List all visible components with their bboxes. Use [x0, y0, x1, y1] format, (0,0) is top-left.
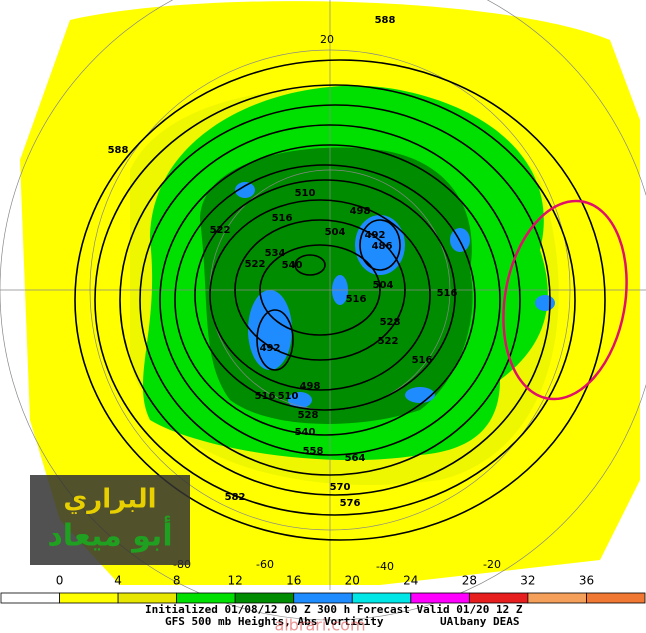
colorbar-tick-label: 32 [520, 574, 535, 588]
colorbar-tick-label: 28 [462, 574, 477, 588]
contour-label: 522 [245, 259, 266, 270]
colorbar-tick-label: 12 [228, 574, 243, 588]
colorbar-segment [293, 592, 353, 604]
watermark-site: albrari.com [274, 616, 365, 633]
height-contours [74, 59, 606, 541]
colorbar-segment [117, 592, 178, 604]
contour-label: 504 [373, 280, 394, 291]
longitude-label: -40 [376, 560, 394, 573]
colorbar-tick-label: 4 [114, 574, 122, 588]
contour-label: 582 [225, 492, 246, 503]
colorbar-segment [351, 592, 412, 604]
colorbar-segment [468, 592, 529, 604]
contour-label: 588 [108, 145, 129, 156]
longitude-label: 20 [320, 33, 334, 46]
colorbar: 0 4 8 12 16 20 24 28 32 36 [0, 574, 646, 604]
colorbar-segment [234, 592, 295, 604]
colorbar-tick-label: 16 [286, 574, 301, 588]
contour-label: 516 [272, 213, 293, 224]
blue-vorticity [235, 182, 555, 408]
contour-label: 492 [365, 230, 386, 241]
caption: Initialized 01/08/12 00 Z 300 h Forecast… [145, 603, 523, 633]
contour-label: 588 [375, 15, 396, 26]
contour-label: 522 [378, 336, 399, 347]
colorbar-segment [0, 592, 60, 604]
watermark-box [30, 475, 190, 565]
caption-line2: GFS 500 mb Heights, Abs Vorticity [165, 615, 384, 628]
caption-line1: Initialized 01/08/12 00 Z 300 h Forecast… [145, 603, 523, 616]
contour-label: 570 [330, 482, 351, 493]
contour-labels: 588 588 522 510 516 498 492 486 504 534 … [108, 15, 458, 509]
contour-label: 516 [437, 288, 458, 299]
colorbar-tick-label: 24 [403, 574, 418, 588]
contour-label: 522 [210, 225, 231, 236]
colorbar-tick-label: 20 [345, 574, 360, 588]
contour-label: 486 [372, 241, 393, 252]
longitude-label: -20 [483, 558, 501, 571]
contour-label: 498 [300, 381, 321, 392]
longitude-label: -60 [256, 558, 274, 571]
contour-label: 528 [298, 410, 319, 421]
contour-label: 516 [346, 294, 367, 305]
contour-label: 528 [380, 317, 401, 328]
contour-label: 504 [325, 227, 346, 238]
colorbar-segment [586, 592, 646, 604]
colorbar-segment [410, 592, 470, 604]
caption-credit: UAlbany DEAS [440, 615, 519, 628]
watermark-line2: أبو ميعاد [47, 516, 172, 554]
colorbar-tick-label: 36 [579, 574, 594, 588]
colorbar-tick-label: 0 [56, 574, 64, 588]
colorbar-segment [527, 592, 587, 604]
watermark-line1: البراري [63, 485, 156, 515]
highlight-ellipse [502, 199, 628, 401]
contour-label: 540 [295, 427, 316, 438]
contour-label: 534 [265, 248, 286, 259]
contour-label: 498 [350, 206, 371, 217]
contour-label: 510 [278, 391, 299, 402]
watermark: البراري أبو ميعاد [30, 475, 190, 565]
contour-label: 564 [345, 453, 366, 464]
colorbar-segment [176, 592, 236, 604]
contour-label: 516 [412, 355, 433, 366]
colorbar-tick-label: 8 [173, 574, 181, 588]
contour-label: 516 [255, 391, 276, 402]
contour-label: 510 [295, 188, 316, 199]
contour-label: 492 [260, 343, 281, 354]
colorbar-segment [59, 592, 119, 604]
contour-label: 558 [303, 446, 324, 457]
contour-label: 540 [282, 260, 303, 271]
contour-label: 576 [340, 498, 361, 509]
